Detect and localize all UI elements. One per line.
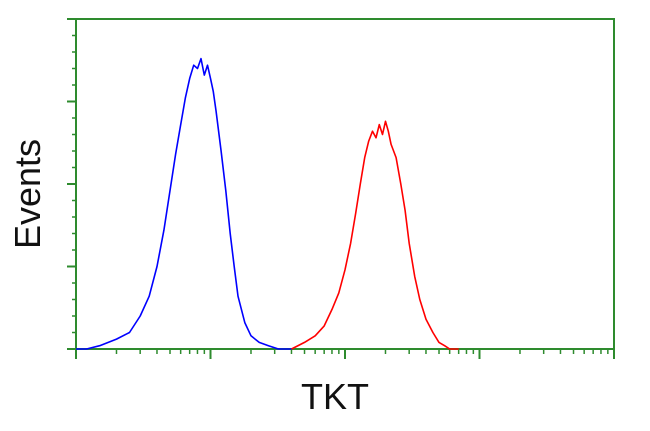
x-axis-title: TKT <box>301 376 369 417</box>
x-axis-ticks <box>75 349 615 359</box>
series-line-1 <box>76 57 292 350</box>
plot-area-frame <box>75 18 615 350</box>
y-axis-ticks <box>67 18 76 350</box>
series-line-2 <box>291 120 459 350</box>
series-layer <box>76 57 459 350</box>
y-axis-title: Events <box>7 139 48 249</box>
